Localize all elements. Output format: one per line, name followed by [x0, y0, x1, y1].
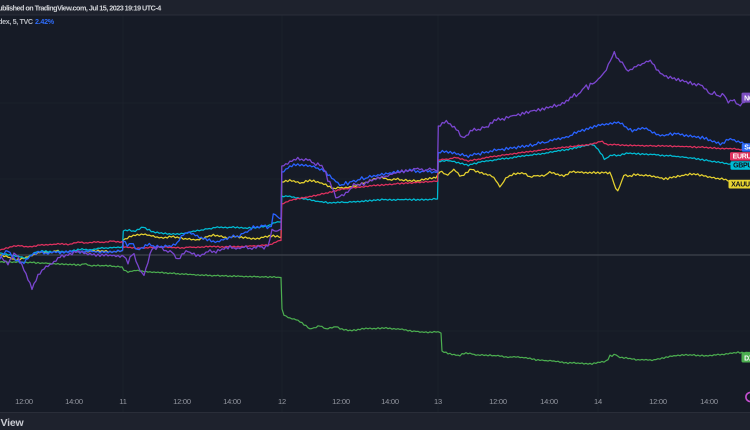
svg-text:XAUUS: XAUUS: [731, 181, 750, 188]
svg-text:Published on TradingView.com,: Published on TradingView.com, Jul 15, 20…: [0, 4, 161, 13]
svg-text:13: 13: [434, 397, 442, 406]
svg-text:14:00: 14:00: [223, 397, 241, 406]
svg-text:S&: S&: [744, 144, 750, 151]
svg-text:EURUS: EURUS: [733, 153, 750, 160]
svg-text:12:00: 12:00: [649, 397, 667, 406]
svg-text:12:00: 12:00: [332, 397, 350, 406]
svg-text:Index, 5, TVC: Index, 5, TVC: [0, 17, 33, 26]
svg-text:12:00: 12:00: [173, 397, 191, 406]
svg-text:14:00: 14:00: [381, 397, 399, 406]
svg-text:GBPUS: GBPUS: [733, 163, 750, 170]
svg-text:11: 11: [119, 397, 126, 406]
svg-text:NQ: NQ: [744, 95, 750, 102]
svg-text:14:00: 14:00: [65, 397, 83, 406]
svg-text:View: View: [1, 417, 25, 429]
svg-text:12: 12: [278, 397, 286, 406]
svg-text:2.42%: 2.42%: [35, 17, 55, 26]
svg-text:DX: DX: [744, 355, 750, 362]
svg-text:12:00: 12:00: [15, 397, 33, 406]
svg-text:12:00: 12:00: [489, 397, 507, 406]
svg-text:14:00: 14:00: [540, 397, 558, 406]
svg-text:14:00: 14:00: [700, 397, 718, 406]
svg-text:14: 14: [594, 397, 602, 406]
